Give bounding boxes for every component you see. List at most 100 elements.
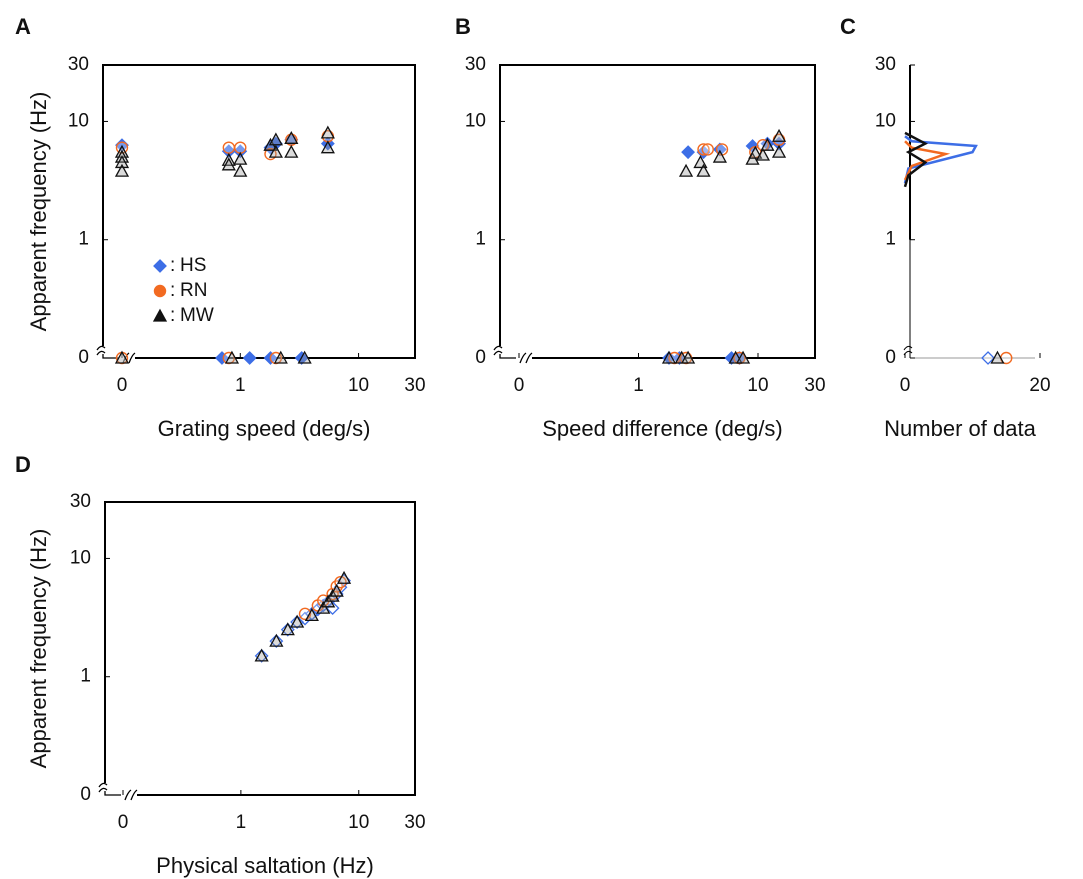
y-axis-title: Apparent frequency (Hz) bbox=[26, 92, 51, 332]
marker bbox=[254, 648, 269, 663]
x-tick-label: 20 bbox=[1029, 375, 1050, 396]
x-axis-title: Grating speed (deg/s) bbox=[158, 416, 371, 441]
marker bbox=[221, 144, 236, 159]
marker bbox=[114, 350, 130, 364]
x-tick-label: 0 bbox=[118, 812, 129, 833]
y-tick-label: 1 bbox=[885, 229, 896, 250]
plot-frame bbox=[102, 64, 416, 359]
marker bbox=[678, 163, 694, 177]
marker bbox=[981, 351, 995, 365]
marker bbox=[273, 350, 288, 364]
marker bbox=[304, 608, 319, 622]
y-tick-label: 30 bbox=[465, 54, 486, 75]
marker bbox=[242, 351, 257, 365]
marker bbox=[701, 143, 714, 156]
x-tick-label: 1 bbox=[236, 812, 247, 833]
marker bbox=[336, 570, 352, 584]
marker bbox=[310, 602, 325, 617]
marker bbox=[290, 614, 305, 628]
marker bbox=[222, 141, 236, 154]
line bbox=[903, 140, 951, 181]
x-tick-label: 10 bbox=[348, 375, 369, 396]
marker bbox=[320, 140, 335, 154]
x-tick-label: 0 bbox=[117, 375, 128, 396]
marker bbox=[280, 622, 295, 636]
marker bbox=[680, 350, 696, 364]
marker bbox=[320, 125, 335, 139]
marker bbox=[233, 163, 248, 177]
y-tick-label: 10 bbox=[875, 110, 896, 131]
marker bbox=[755, 147, 771, 161]
axis-break bbox=[96, 345, 136, 364]
axis-break bbox=[903, 239, 913, 358]
marker bbox=[114, 155, 130, 169]
marker bbox=[329, 583, 344, 597]
x-axis-title: Number of data bbox=[884, 416, 1036, 441]
marker bbox=[748, 145, 763, 159]
y-tick-label: 1 bbox=[78, 229, 89, 250]
marker bbox=[284, 130, 299, 144]
x-tick-label: 30 bbox=[804, 375, 825, 396]
y-axis-title: Apparent frequency (Hz) bbox=[26, 529, 51, 769]
axis-break bbox=[98, 782, 138, 801]
legend-label: MW bbox=[180, 305, 214, 326]
line bbox=[903, 131, 928, 188]
line bbox=[903, 135, 978, 184]
legend-label: HS bbox=[180, 255, 206, 276]
y-tick-label: 10 bbox=[68, 110, 89, 131]
marker bbox=[712, 149, 727, 163]
plot-frame bbox=[104, 501, 416, 796]
panel-letter: B bbox=[455, 14, 471, 39]
marker bbox=[284, 144, 299, 158]
legend-marker bbox=[152, 308, 168, 322]
marker bbox=[234, 141, 247, 154]
y-tick-label: 10 bbox=[465, 110, 486, 131]
marker bbox=[233, 151, 248, 165]
marker bbox=[114, 163, 130, 177]
marker bbox=[269, 633, 284, 647]
y-tick-label: 1 bbox=[80, 666, 91, 687]
y-tick-label: 30 bbox=[70, 491, 91, 512]
marker bbox=[254, 648, 269, 662]
marker bbox=[990, 350, 1005, 364]
legend-marker bbox=[153, 284, 167, 298]
y-tick-label: 0 bbox=[80, 784, 91, 805]
x-axis-title: Speed difference (deg/s) bbox=[542, 416, 783, 441]
y-tick-label: 0 bbox=[885, 347, 896, 368]
marker bbox=[221, 157, 236, 171]
y-tick-label: 1 bbox=[475, 229, 486, 250]
legend-label: RN bbox=[180, 280, 207, 301]
marker bbox=[693, 155, 708, 169]
y-tick-label: 0 bbox=[475, 347, 486, 368]
marker bbox=[696, 163, 711, 177]
axis-break bbox=[493, 345, 533, 364]
legend-separator: : bbox=[170, 255, 175, 276]
marker bbox=[334, 575, 347, 589]
x-tick-label: 1 bbox=[235, 375, 246, 396]
marker bbox=[735, 350, 751, 364]
y-tick-label: 30 bbox=[68, 54, 89, 75]
marker bbox=[760, 137, 775, 151]
plot-frame bbox=[499, 64, 816, 359]
y-tick-label: 30 bbox=[875, 54, 896, 75]
panel-letter: D bbox=[15, 452, 31, 477]
marker bbox=[297, 350, 312, 364]
x-tick-label: 30 bbox=[404, 375, 425, 396]
x-tick-label: 30 bbox=[404, 812, 425, 833]
legend-separator: : bbox=[170, 305, 175, 326]
marker bbox=[233, 144, 248, 159]
panel-letter: C bbox=[840, 14, 856, 39]
y-tick-label: 0 bbox=[78, 347, 89, 368]
marker bbox=[771, 128, 787, 142]
x-tick-label: 0 bbox=[514, 375, 525, 396]
marker bbox=[268, 144, 283, 158]
marker bbox=[697, 143, 710, 156]
marker bbox=[661, 350, 677, 364]
marker bbox=[316, 600, 331, 614]
y-tick-label: 10 bbox=[70, 547, 91, 568]
x-tick-label: 0 bbox=[900, 375, 911, 396]
x-tick-label: 10 bbox=[747, 375, 768, 396]
x-tick-label: 1 bbox=[633, 375, 644, 396]
marker bbox=[224, 350, 240, 364]
